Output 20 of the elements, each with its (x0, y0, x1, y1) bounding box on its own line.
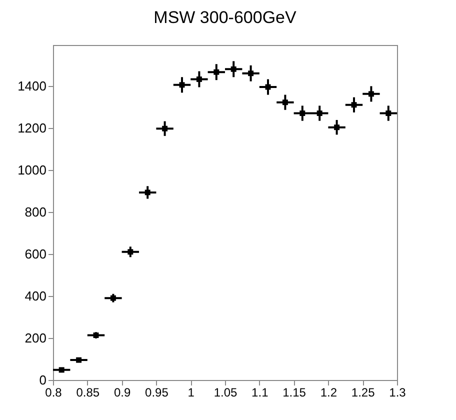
x-tick-label: 1.1 (252, 386, 269, 400)
x-tick-label: 1 (188, 386, 195, 400)
x-tick-label: 0.85 (76, 386, 100, 400)
x-tick-label: 0.95 (145, 386, 169, 400)
chart-title: MSW 300-600GeV (154, 8, 297, 27)
y-tick-label: 800 (24, 204, 46, 220)
x-tick-label: 0.8 (45, 386, 62, 400)
x-tick-label: 1.25 (351, 386, 376, 400)
x-tick-label: 0.9 (114, 386, 131, 400)
x-tick-label: 1.2 (320, 386, 338, 400)
x-tick-label: 1.05 (214, 386, 238, 400)
y-tick-label: 400 (24, 288, 46, 304)
x-tick-label: 1.15 (282, 386, 306, 400)
y-tick-label: 200 (24, 330, 46, 346)
x-tick-label: 1.3 (389, 386, 406, 400)
y-tick-label: 600 (24, 246, 46, 262)
y-tick-label: 1000 (18, 162, 46, 178)
y-tick-label: 0 (39, 372, 46, 388)
y-tick-label: 1200 (18, 120, 46, 136)
y-tick-label: 1400 (18, 78, 46, 94)
